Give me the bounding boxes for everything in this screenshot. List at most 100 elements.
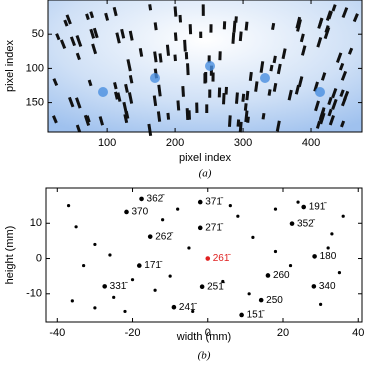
- diffraction-spot: [166, 112, 171, 120]
- diffraction-spot: [138, 47, 144, 57]
- bright-spot: [98, 87, 108, 97]
- diffraction-spot: [224, 86, 228, 95]
- diffraction-spot: [120, 28, 126, 39]
- x-tick-label: 400: [302, 137, 320, 149]
- diffraction-spot: [211, 72, 215, 82]
- diffraction-spot: [320, 72, 327, 81]
- diffraction-spot: [92, 27, 99, 39]
- diffraction-spot: [244, 21, 249, 31]
- bright-spot: [150, 73, 160, 83]
- x-tick-label: 0: [205, 327, 211, 339]
- point: [296, 200, 300, 204]
- diffraction-spot: [315, 120, 322, 129]
- diffraction-spot: [297, 76, 304, 88]
- diffraction-spot: [75, 124, 82, 133]
- y-axis-label: height (mm): [4, 226, 16, 285]
- point-label: 340: [319, 281, 336, 292]
- diffraction-spot: [248, 71, 253, 82]
- diffraction-spot: [165, 44, 171, 56]
- diffraction-spot: [352, 13, 359, 23]
- point: [265, 273, 271, 278]
- diffraction-spot: [222, 92, 226, 105]
- point-label: 262̄: [155, 231, 174, 242]
- point-label: 260: [273, 270, 290, 281]
- point-label: 331̄: [110, 281, 129, 292]
- diffraction-spot: [325, 10, 332, 22]
- diffraction-spot: [176, 100, 181, 111]
- diffraction-spot: [340, 120, 346, 128]
- point: [108, 253, 112, 257]
- diffraction-spot: [314, 100, 320, 112]
- caption: (a): [199, 168, 212, 180]
- diffraction-spot: [114, 91, 119, 100]
- x-axis-label: width (mm): [176, 331, 231, 343]
- diffraction-spot: [157, 84, 162, 97]
- y-tick-label: 100: [26, 62, 44, 74]
- y-tick-label: 0: [36, 252, 42, 264]
- diffraction-spot: [327, 108, 333, 117]
- diffraction-spot: [234, 92, 239, 104]
- point: [74, 225, 78, 229]
- point-label: 271̄: [205, 222, 224, 233]
- diffraction-spot: [328, 115, 335, 126]
- diffraction-spot: [104, 12, 110, 21]
- point: [136, 263, 142, 268]
- point-label: 371̄: [205, 197, 224, 208]
- point-label: 250: [266, 295, 283, 306]
- point-label: 180: [320, 251, 337, 262]
- diffraction-spot: [267, 89, 272, 96]
- point: [197, 225, 203, 231]
- diffraction-spot: [113, 82, 118, 90]
- point-label: 362̄: [147, 194, 166, 205]
- diffraction-spot: [65, 14, 72, 25]
- diffraction-spot: [91, 43, 98, 55]
- diffraction-spot: [195, 102, 199, 113]
- point: [301, 204, 306, 210]
- diffraction-spot: [183, 39, 187, 52]
- point: [197, 199, 203, 205]
- diffraction-spot: [271, 22, 276, 31]
- point: [312, 254, 317, 259]
- point: [147, 234, 153, 239]
- point-label: 251̄: [207, 281, 226, 292]
- diffraction-spot: [331, 98, 338, 110]
- point: [130, 278, 135, 282]
- x-tick-label: -20: [125, 327, 141, 339]
- diffraction-spot: [338, 62, 345, 71]
- diffraction-spot: [318, 18, 324, 27]
- diffraction-spot: [173, 6, 178, 17]
- diffraction-spot: [147, 123, 153, 137]
- diffraction-spot: [207, 55, 211, 63]
- diffraction-spot: [245, 90, 250, 101]
- diffraction-spot: [59, 39, 67, 50]
- diffraction-spot: [89, 11, 95, 19]
- diffraction-spot: [331, 4, 337, 12]
- diffraction-spot: [68, 96, 75, 108]
- plot-frame: [47, 0, 363, 133]
- point: [70, 299, 74, 303]
- x-tick-label: 20: [277, 327, 289, 339]
- point: [273, 207, 278, 211]
- point: [341, 214, 345, 218]
- point-label: 191̄: [309, 202, 328, 213]
- caption: (b): [198, 350, 211, 362]
- point: [273, 249, 278, 254]
- diffraction-spot: [127, 92, 134, 104]
- diffraction-spot: [339, 89, 345, 98]
- diffraction-spot: [63, 19, 69, 27]
- diffraction-spot: [300, 45, 307, 56]
- point: [228, 204, 232, 208]
- point: [102, 284, 107, 289]
- point: [82, 263, 86, 268]
- diffraction-spot: [75, 34, 83, 47]
- diffraction-spot: [254, 81, 259, 92]
- diffraction-spot: [335, 52, 343, 64]
- diffraction-spot: [122, 101, 128, 115]
- diffraction-spot: [203, 73, 207, 84]
- diffraction-spot: [178, 14, 183, 23]
- diffraction-spot: [124, 83, 129, 93]
- diffraction-spot: [244, 110, 249, 123]
- point: [319, 302, 323, 306]
- diffraction-spot: [331, 87, 338, 99]
